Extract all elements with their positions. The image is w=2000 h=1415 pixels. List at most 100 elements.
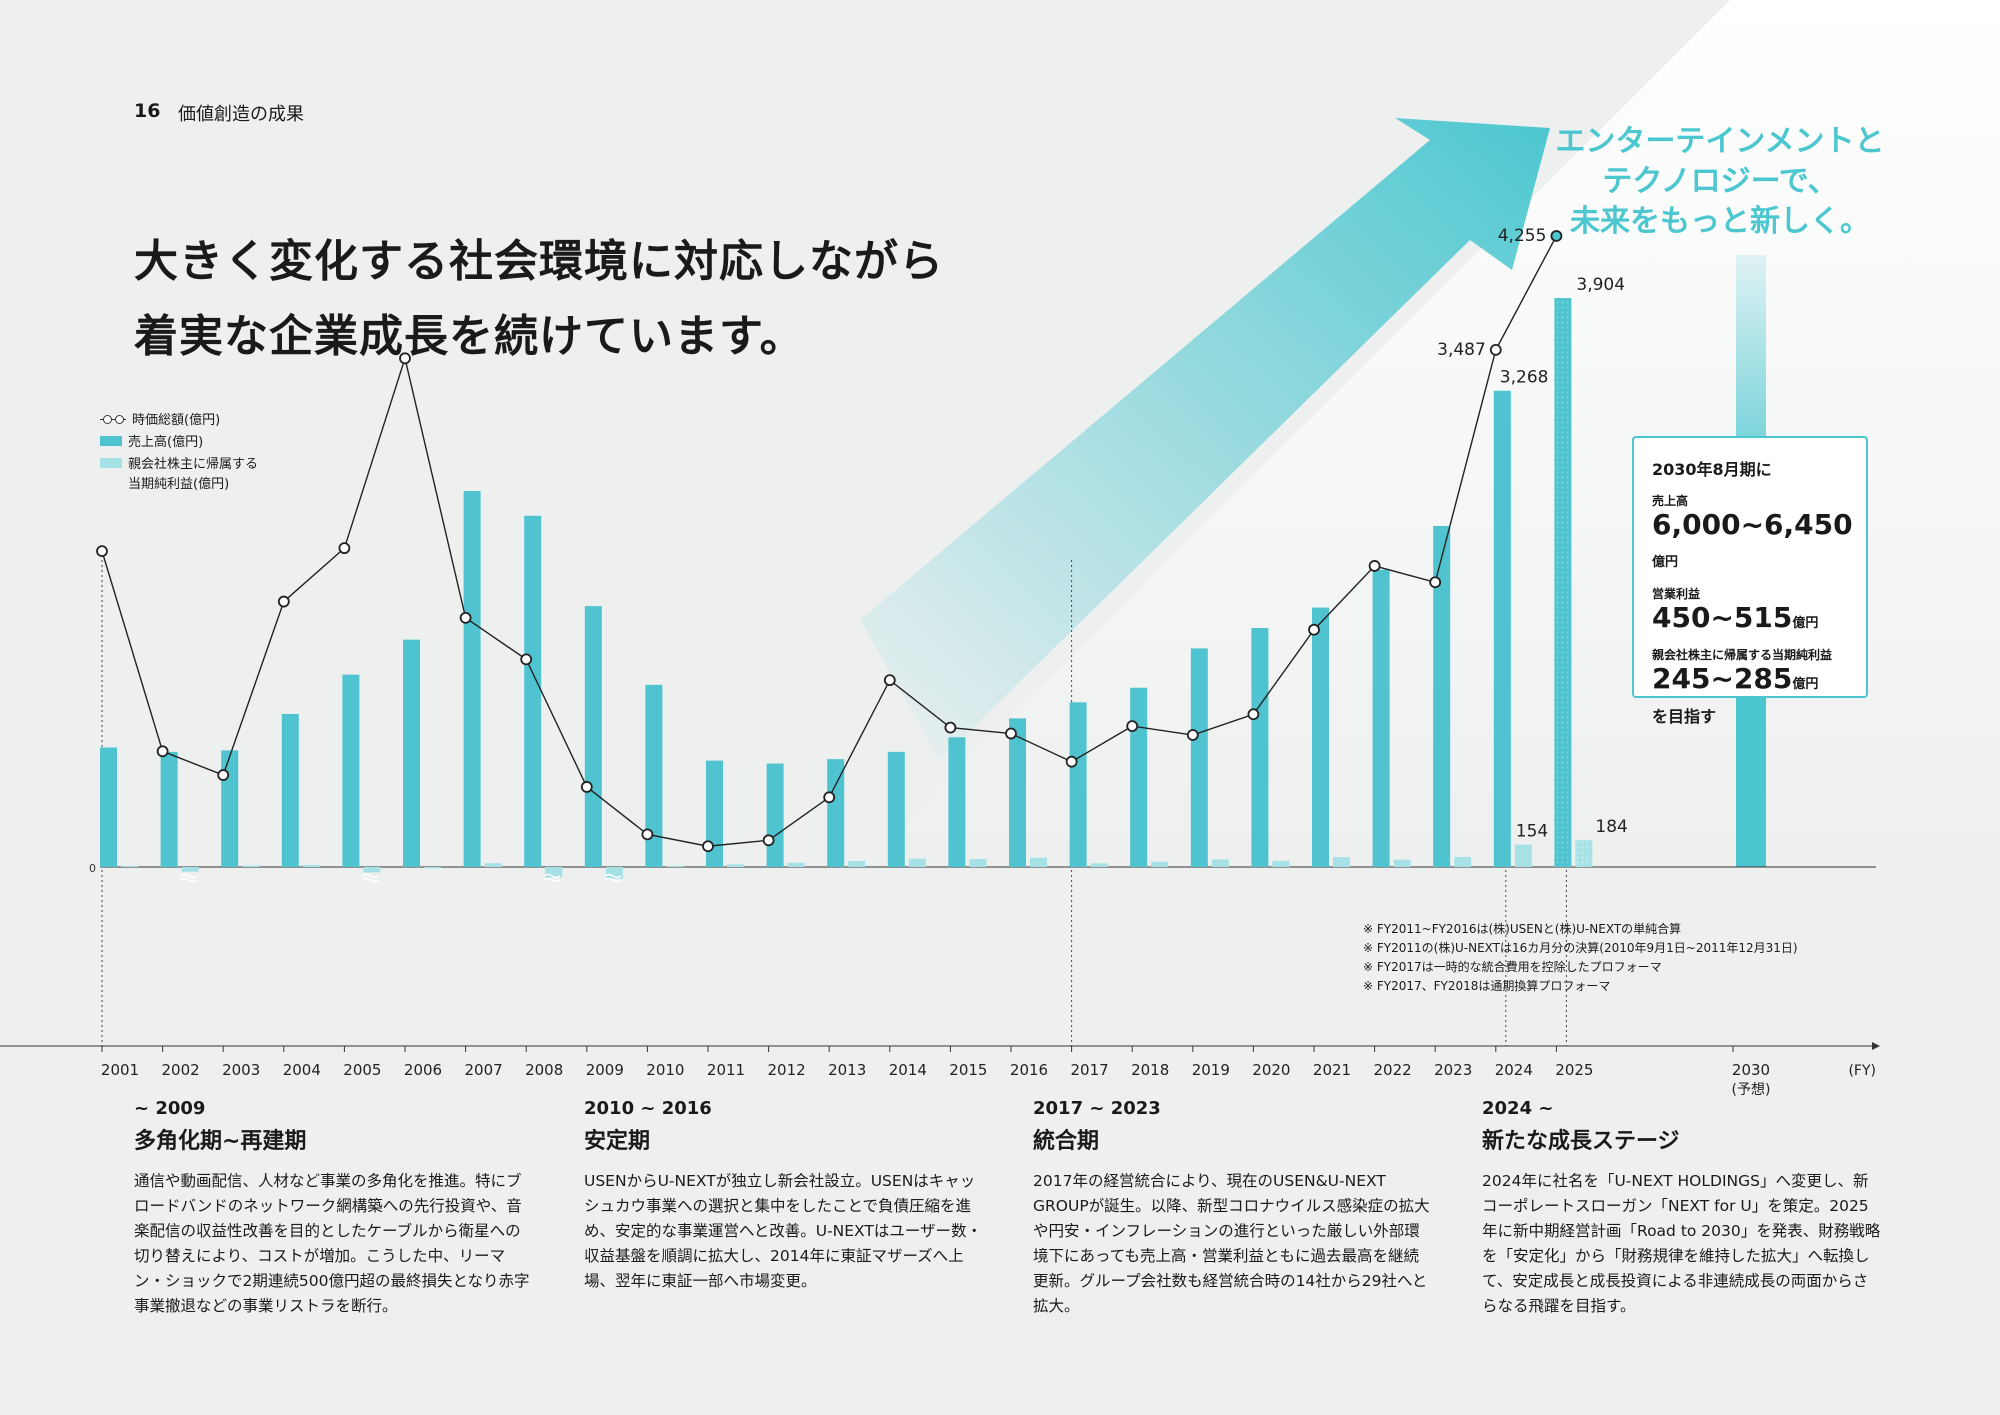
target-sales-unit: 億円 (1652, 555, 1679, 570)
era-3: 2017 ~ 2023 統合期 2017年の経営統合により、現在のUSEN&U-… (1033, 1098, 1433, 1319)
net-income-bar (121, 865, 138, 867)
target-ni-unit: 億円 (1792, 677, 1819, 692)
x-tick-label: 2021 (1313, 1061, 1351, 1079)
target-box: 2030年8月期に 売上高 6,000~6,450 億円 営業利益 450~515… (1632, 436, 1868, 726)
sales-bar (1312, 607, 1329, 867)
x-tick-label: 2019 (1192, 1061, 1230, 1079)
axis-break-icon (180, 873, 198, 883)
market-cap-line (101, 235, 1558, 847)
net-income-bar (908, 858, 926, 867)
era-4: 2024 ~ 新たな成長ステージ 2024年に社名を「U-NEXT HOLDIN… (1482, 1098, 1882, 1319)
market-cap-point (1489, 343, 1502, 356)
tagline-line-3: 未来をもっと新しく。 (1570, 204, 1870, 239)
era-range: 2024 ~ (1482, 1098, 1554, 1119)
sales-bar (1372, 569, 1390, 867)
x-tick-label: 2022 (1374, 1061, 1412, 1079)
era-title: 新たな成長ステージ (1482, 1129, 1680, 1154)
sales-bar (766, 763, 784, 867)
legend-net-income-2: 当期純利益(億円) (128, 473, 229, 492)
market-cap-point (459, 611, 472, 624)
x-tick-label: 2018 (1131, 1061, 1169, 1079)
sales-bar (948, 737, 966, 867)
net-income-swatch-icon (100, 457, 122, 468)
market-cap-point (338, 542, 351, 555)
market-cap-point (156, 745, 169, 758)
net-income-bar (1211, 859, 1229, 867)
footnote: ※ FY2011~FY2016は(株)USENと(株)U-NEXTの単純合算 (1363, 922, 1682, 936)
x-tick-label: 2020 (1252, 1061, 1290, 1079)
sales-bar (1009, 718, 1026, 867)
era-body: USENからU-NEXTが独立し新会社設立。USENはキャッシュカウ事業への選択… (584, 1172, 983, 1290)
era-body: 2024年に社名を「U-NEXT HOLDINGS」へ変更し、新コーポレートスロ… (1482, 1172, 1881, 1315)
market-cap-point (1065, 755, 1078, 768)
net-income-bar (1393, 859, 1411, 867)
net-income-bar (302, 864, 320, 867)
target-op-value: 450~515億円 (1652, 602, 1848, 640)
x-tick-label: 2006 (404, 1061, 442, 1079)
sales-bar (1130, 687, 1148, 867)
x-tick-label: 2014 (889, 1061, 927, 1079)
footnote: ※ FY2017、FY2018は通期換算プロフォーマ (1363, 979, 1611, 993)
sales-swatch-icon (100, 435, 122, 446)
axis-break-icon (604, 873, 622, 883)
x-tick-label: 2004 (283, 1061, 321, 1079)
footnotes: ※ FY2011~FY2016は(株)USENと(株)U-NEXTの単純合算 ※… (1363, 920, 1798, 996)
section-title: 価値創造の成果 (178, 104, 304, 125)
era-body: 通信や動画配信、人材など事業の多角化を推進。特にブロードバンドのネットワーク網構… (134, 1172, 530, 1315)
target-heading: 2030年8月期に (1652, 460, 1772, 479)
target-sales-label: 売上高 (1652, 494, 1689, 508)
legend-net-income-label-2: 当期純利益(億円) (128, 477, 230, 492)
x-tick-label: 2001 (101, 1061, 139, 1079)
x-tick-label: 2003 (222, 1061, 260, 1079)
era-1: ~ 2009 多角化期~再建期 通信や動画配信、人材など事業の多角化を推進。特に… (134, 1098, 534, 1319)
market-cap-point (580, 781, 593, 793)
target-sales-value: 6,000~6,450 億円 (1652, 509, 1853, 579)
x-tick-label: 2002 (162, 1061, 200, 1079)
era-2: 2010 ~ 2016 安定期 USENからU-NEXTが独立し新会社設立。US… (584, 1098, 984, 1294)
axis-break-icon (361, 873, 379, 883)
sales-bar (645, 684, 663, 867)
sales-bar (160, 751, 178, 867)
market-cap-point (641, 828, 654, 841)
zero-label: 0 (89, 862, 96, 875)
net-income-bar (424, 867, 441, 869)
net-income-bar (242, 865, 260, 867)
market-cap-point (217, 769, 230, 781)
sales-bar (100, 747, 117, 867)
market-cap-point (762, 834, 775, 847)
x-tick-label: 2023 (1434, 1061, 1472, 1079)
x-axis-arrow-icon (1872, 1042, 1880, 1050)
line-marker-icon (100, 414, 126, 424)
x-tick-label: 2017 (1071, 1061, 1109, 1079)
sales-bar (1190, 648, 1208, 867)
x-tick-label: 2024 (1495, 1061, 1533, 1079)
sales-bar (342, 674, 360, 867)
sales-bar (221, 750, 239, 867)
market-cap-point (1429, 576, 1442, 589)
net-income-bar (545, 867, 563, 878)
sales-bar (463, 491, 481, 867)
target-op-number: 450~515 (1652, 601, 1793, 634)
era-title: 統合期 (1033, 1129, 1100, 1154)
headline-line-2: 着実な企業成長を続けています。 (134, 311, 805, 362)
sales-label-2025: 3,904 (1576, 275, 1625, 295)
target-sales-number: 6,000~6,450 (1652, 508, 1853, 541)
target-ni-number: 245~285 (1652, 662, 1793, 695)
sales-bar (524, 515, 542, 867)
market-cap-point (1247, 708, 1260, 721)
sales-bar (1554, 298, 1572, 868)
net-income-bar (605, 867, 623, 879)
net-income-bar (1514, 844, 1532, 867)
sales-bar (281, 713, 299, 867)
era-range: 2010 ~ 2016 (584, 1098, 712, 1119)
legend-market-cap: 時価総額(億円) (100, 409, 220, 428)
era-body: 2017年の経営統合により、現在のUSEN&U-NEXT GROUPが誕生。以降… (1033, 1172, 1430, 1315)
legend-sales: 売上高(億円) (100, 431, 203, 450)
x-tick-label: 2016 (1010, 1061, 1048, 1079)
legend-net-income-label: 親会社株主に帰属する (128, 457, 259, 472)
net-income-bar (848, 861, 866, 867)
x-tick-label: 2009 (586, 1061, 624, 1079)
era-title: 多角化期~再建期 (134, 1129, 307, 1154)
